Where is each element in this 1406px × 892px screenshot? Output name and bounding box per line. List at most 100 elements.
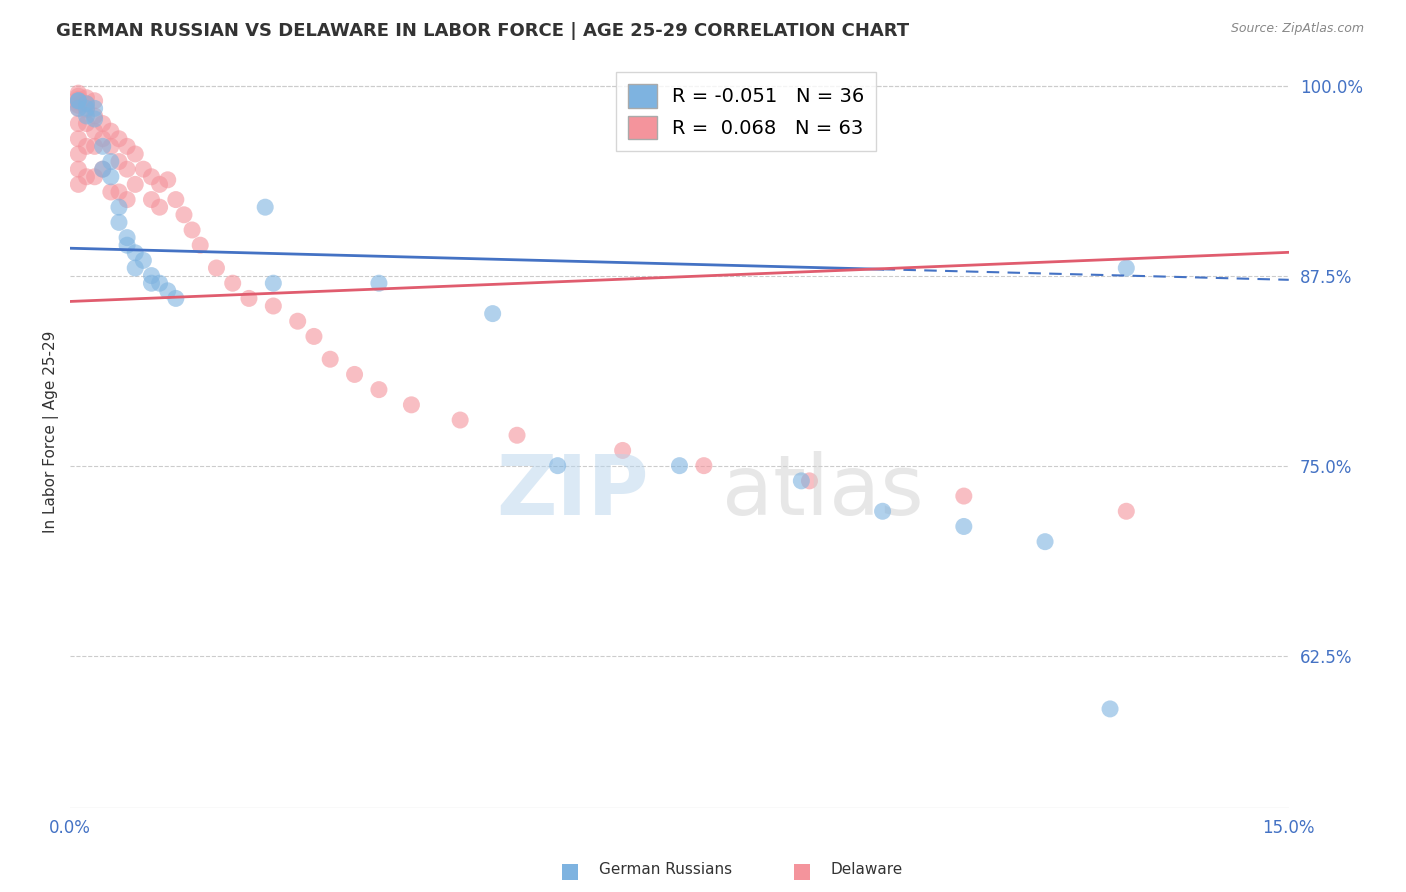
Point [83, 124, 105, 138]
Point [100, 169, 122, 184]
Point [100, 124, 122, 138]
Point [100, 139, 122, 153]
Point [83, 109, 105, 123]
Point [481, 307, 503, 321]
Point [67, 117, 90, 131]
Point [262, 299, 284, 313]
Point [83, 94, 105, 108]
Point [302, 329, 325, 343]
Point [343, 368, 366, 382]
Point [141, 268, 163, 283]
Point [115, 193, 138, 207]
Point [108, 132, 131, 146]
Point [67, 132, 90, 146]
Point [156, 284, 179, 298]
Point [83, 112, 105, 126]
Point [254, 200, 277, 214]
Point [165, 292, 187, 306]
Point [188, 238, 211, 252]
Point [124, 245, 146, 260]
Point [149, 178, 172, 192]
Point [100, 185, 122, 199]
Point [124, 178, 146, 192]
Text: German Russians: German Russians [599, 863, 733, 877]
Point [67, 86, 90, 100]
Point [287, 314, 309, 328]
Point [368, 276, 391, 290]
Text: atlas: atlas [723, 451, 924, 533]
Point [67, 98, 90, 112]
Point [319, 352, 342, 367]
Point [132, 162, 155, 177]
Point [156, 173, 179, 187]
Legend: R = -0.051   N = 36, R =  0.068   N = 63: R = -0.051 N = 36, R = 0.068 N = 63 [616, 72, 876, 151]
Point [790, 474, 813, 488]
Point [1099, 702, 1122, 716]
Point [76, 109, 98, 123]
Point [368, 383, 391, 397]
Point [76, 117, 98, 131]
Point [108, 215, 131, 229]
Point [149, 276, 172, 290]
Point [693, 458, 716, 473]
Point [401, 398, 423, 412]
Point [115, 238, 138, 252]
Point [91, 162, 114, 177]
Point [668, 458, 690, 473]
Point [76, 169, 98, 184]
Point [1115, 504, 1137, 518]
Point [67, 178, 90, 192]
Point [173, 208, 195, 222]
Point [76, 91, 98, 105]
Point [100, 154, 122, 169]
Y-axis label: In Labor Force | Age 25-29: In Labor Force | Age 25-29 [44, 330, 59, 533]
Point [449, 413, 471, 427]
Point [108, 185, 131, 199]
Point [115, 139, 138, 153]
Point [547, 458, 569, 473]
Point [1033, 534, 1056, 549]
Point [91, 139, 114, 153]
Point [149, 200, 172, 214]
Point [262, 276, 284, 290]
Point [67, 92, 90, 106]
Point [115, 230, 138, 244]
Point [124, 260, 146, 275]
Point [141, 169, 163, 184]
Point [83, 169, 105, 184]
Point [141, 193, 163, 207]
Point [67, 89, 90, 103]
Point [91, 117, 114, 131]
Text: Delaware: Delaware [831, 863, 903, 877]
Text: Source: ZipAtlas.com: Source: ZipAtlas.com [1230, 22, 1364, 36]
Point [67, 94, 90, 108]
Point [222, 276, 245, 290]
Point [76, 96, 98, 111]
Point [76, 96, 98, 111]
Text: GERMAN RUSSIAN VS DELAWARE IN LABOR FORCE | AGE 25-29 CORRELATION CHART: GERMAN RUSSIAN VS DELAWARE IN LABOR FORC… [56, 22, 910, 40]
Point [872, 504, 894, 518]
Point [205, 260, 228, 275]
Point [506, 428, 529, 442]
Point [953, 489, 976, 503]
Point [76, 103, 98, 117]
Point [76, 139, 98, 153]
Point [76, 101, 98, 115]
Point [165, 193, 187, 207]
Point [67, 101, 90, 115]
Text: ZIP: ZIP [496, 451, 650, 533]
Point [67, 147, 90, 161]
Point [799, 474, 821, 488]
Point [181, 223, 204, 237]
Point [83, 101, 105, 115]
Point [67, 162, 90, 177]
Point [132, 253, 155, 268]
Point [108, 154, 131, 169]
Point [91, 162, 114, 177]
Point [141, 276, 163, 290]
Point [124, 147, 146, 161]
Point [1115, 260, 1137, 275]
Point [67, 101, 90, 115]
Point [67, 94, 90, 108]
Point [238, 292, 260, 306]
